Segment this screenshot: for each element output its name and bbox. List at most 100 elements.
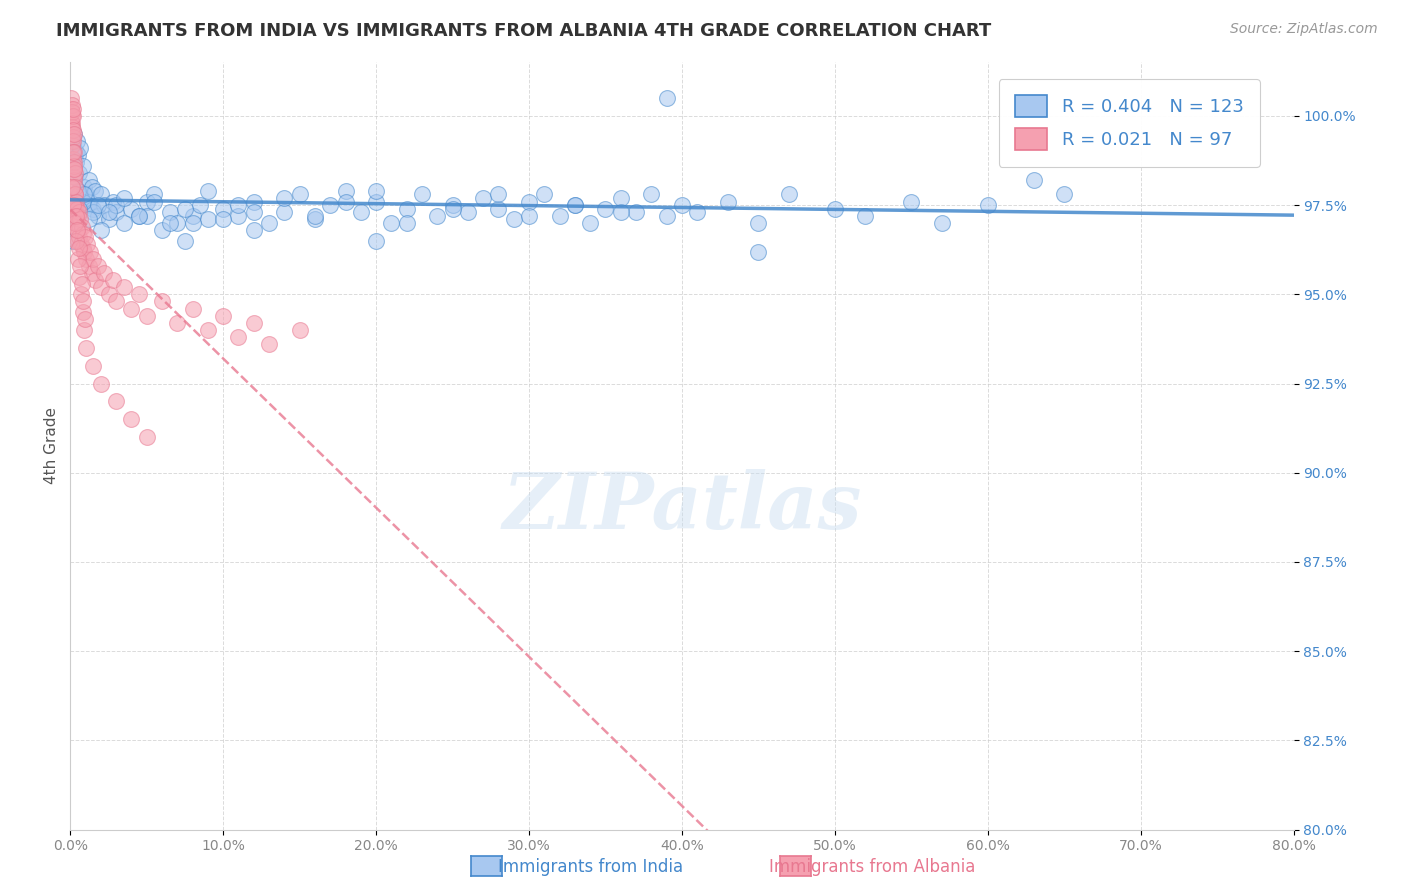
Point — [60, 98, 83, 112]
Point — [62, 102, 84, 116]
Point — [335, 194, 357, 209]
Point — [62, 123, 84, 137]
Point — [73, 230, 96, 244]
Point — [395, 202, 418, 216]
Point — [824, 202, 846, 216]
Point — [112, 280, 135, 294]
Point — [66, 148, 89, 162]
Point — [60, 137, 83, 152]
Point — [747, 216, 769, 230]
Point — [69, 269, 91, 284]
Point — [366, 184, 388, 198]
Point — [380, 216, 402, 230]
Point — [82, 205, 104, 219]
Point — [548, 209, 571, 223]
Point — [395, 216, 418, 230]
Point — [105, 394, 128, 409]
Point — [75, 187, 97, 202]
Point — [62, 152, 84, 166]
Point — [69, 230, 91, 244]
Point — [77, 259, 100, 273]
Point — [83, 184, 105, 198]
Point — [66, 209, 89, 223]
Point — [228, 198, 250, 212]
Point — [75, 252, 97, 266]
Point — [79, 194, 101, 209]
Point — [976, 198, 998, 212]
Point — [610, 191, 633, 205]
Point — [747, 244, 769, 259]
Point — [426, 209, 449, 223]
Point — [62, 130, 84, 145]
Point — [197, 184, 219, 198]
Point — [174, 234, 197, 248]
Point — [166, 216, 188, 230]
Point — [517, 209, 540, 223]
Point — [60, 180, 83, 194]
Point — [181, 301, 204, 316]
Point — [90, 376, 112, 391]
Point — [640, 187, 662, 202]
Point — [243, 223, 266, 237]
Point — [77, 173, 100, 187]
Point — [67, 223, 90, 237]
Point — [564, 198, 586, 212]
Point — [66, 134, 89, 148]
Point — [63, 155, 86, 169]
Point — [97, 212, 120, 227]
Point — [65, 145, 87, 159]
Point — [135, 430, 157, 444]
Point — [1022, 173, 1045, 187]
Point — [243, 194, 266, 209]
Point — [62, 137, 84, 152]
Point — [82, 359, 104, 373]
Point — [517, 194, 540, 209]
Point — [579, 216, 602, 230]
Point — [65, 216, 87, 230]
Point — [63, 162, 86, 177]
Point — [121, 202, 143, 216]
Point — [93, 198, 115, 212]
Point — [62, 145, 84, 159]
Point — [174, 202, 197, 216]
Text: IMMIGRANTS FROM INDIA VS IMMIGRANTS FROM ALBANIA 4TH GRADE CORRELATION CHART: IMMIGRANTS FROM INDIA VS IMMIGRANTS FROM… — [56, 22, 991, 40]
Point — [63, 127, 86, 141]
Point — [488, 202, 510, 216]
Point — [82, 252, 104, 266]
Text: Immigrants from Albania: Immigrants from Albania — [769, 858, 974, 876]
Point — [63, 145, 86, 159]
Point — [72, 194, 94, 209]
Point — [273, 191, 295, 205]
Point — [63, 216, 86, 230]
Point — [69, 212, 91, 227]
Point — [62, 152, 84, 166]
Point — [257, 337, 280, 351]
Point — [60, 109, 83, 123]
Point — [778, 187, 800, 202]
Point — [228, 209, 250, 223]
Point — [900, 194, 922, 209]
Point — [90, 187, 112, 202]
Point — [63, 169, 86, 184]
Point — [60, 91, 83, 105]
Point — [288, 323, 311, 337]
Point — [243, 316, 266, 330]
Point — [69, 166, 91, 180]
Point — [188, 198, 211, 212]
Text: Source: ZipAtlas.com: Source: ZipAtlas.com — [1230, 22, 1378, 37]
Point — [166, 316, 188, 330]
Point — [67, 241, 90, 255]
Point — [66, 184, 89, 198]
Point — [564, 198, 586, 212]
Point — [77, 212, 100, 227]
Point — [80, 266, 103, 280]
Point — [855, 209, 877, 223]
Point — [76, 198, 98, 212]
Point — [717, 194, 740, 209]
Point — [60, 116, 83, 130]
Point — [595, 202, 617, 216]
Point — [62, 109, 84, 123]
Point — [65, 234, 87, 248]
Point — [671, 198, 693, 212]
Point — [75, 341, 97, 355]
